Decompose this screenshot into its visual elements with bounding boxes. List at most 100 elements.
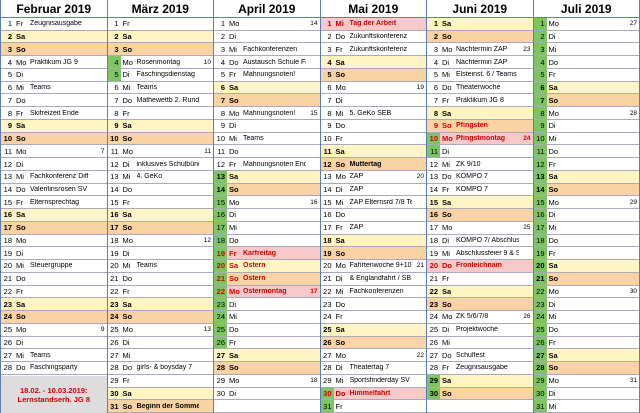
day-number: 21	[429, 274, 438, 284]
day-number: 26	[533, 336, 547, 349]
weekday: Sa	[122, 299, 132, 309]
day-number: 26	[429, 337, 438, 347]
weekday: Do	[548, 325, 559, 335]
day-number: 6	[433, 83, 438, 93]
day-number: 21	[110, 274, 119, 284]
event-note: Rosenmontag	[136, 58, 181, 66]
weekday: Mo	[335, 172, 346, 182]
day-row: 7 Di	[320, 94, 426, 108]
day-number: 15	[214, 196, 227, 209]
day-number: 13	[429, 172, 438, 182]
day-row: 8 Mo 28	[533, 107, 639, 120]
day-number: 21	[214, 272, 227, 285]
day-row: 11 Di	[427, 145, 533, 159]
day-row	[427, 400, 533, 413]
day-row: 26 Fr	[533, 336, 639, 350]
day-row: 16 Sa	[107, 209, 213, 222]
day-row: 15 Sa	[427, 196, 533, 210]
week-number: 27	[629, 20, 637, 28]
day-number: 4	[220, 57, 225, 67]
day-row: 13 Sa	[533, 170, 639, 184]
day-number: 21	[323, 274, 332, 284]
weekday: So	[229, 363, 239, 373]
day-number: 23	[429, 299, 438, 309]
day-number: 9	[533, 119, 547, 132]
day-number: 5	[533, 68, 547, 81]
weekday: Fr	[122, 286, 130, 296]
day-number: 13	[323, 172, 332, 182]
weekday: So	[548, 274, 559, 284]
event-note: Mahnungsnoten Ende	[243, 160, 306, 168]
day-row: 17 Fr ZAP	[320, 222, 426, 235]
day-row: 1 Fr	[107, 18, 213, 31]
day-row: 21 Do	[107, 273, 213, 286]
day-row: 27 Mi	[107, 349, 213, 363]
day-row: 22 Sa	[427, 285, 533, 299]
day-row: 2 Sa	[107, 30, 213, 44]
weekday: Do	[122, 274, 133, 284]
weekday: Di	[442, 325, 450, 335]
day-row: 10 Fr	[320, 133, 426, 146]
weekday: So	[548, 95, 559, 105]
weekday: Di	[16, 70, 24, 80]
weekday: Mi	[122, 83, 131, 93]
weekday: Mo	[548, 286, 559, 296]
day-row: 26 So	[320, 336, 426, 350]
day-number: 11	[4, 146, 12, 156]
weekday: Sa	[335, 325, 345, 335]
weekday: Mo	[548, 19, 559, 29]
day-row: 11 Mo 7	[1, 145, 107, 159]
weekday: Sa	[229, 261, 239, 271]
weekday: Di	[442, 235, 450, 245]
event-note: Mahnungsnoten!	[243, 109, 296, 117]
day-number: 19	[429, 248, 438, 258]
weekday: Fr	[335, 312, 343, 322]
event-note: Elsteinst. 6 / Teams	[456, 71, 517, 79]
weekday: Fr	[229, 159, 237, 169]
day-number: 18	[214, 234, 227, 247]
day-number: 24	[214, 311, 227, 323]
day-row: 9 So Pfingsten	[427, 119, 533, 133]
event-note: Nachtermin ZAP	[456, 58, 508, 66]
day-number: 20	[533, 260, 547, 272]
day-row: 3 Mi	[533, 43, 639, 57]
day-number: 16	[429, 210, 438, 220]
day-row: 6 Sa	[214, 81, 320, 95]
day-row: 25 Do	[214, 323, 320, 337]
day-row: 25 Mo 9	[1, 324, 107, 337]
weekday: Mo	[335, 261, 346, 271]
weekday: Fr	[442, 95, 450, 105]
weekday: Mo	[548, 197, 559, 207]
week-number: 28	[629, 109, 637, 117]
day-row: 24 Mi	[533, 311, 639, 324]
event-note: Projektwoche	[456, 326, 499, 334]
weekday: Di	[548, 32, 556, 42]
weekday: Mo	[122, 57, 133, 67]
day-row: 11 Do	[214, 145, 320, 159]
event-note: Ostern	[243, 275, 266, 283]
day-number: 23	[214, 298, 227, 311]
event-note: ZAP	[349, 186, 364, 193]
day-number: 7	[533, 94, 547, 107]
week-number: 17	[310, 287, 318, 295]
day-row: 18 Mo	[1, 235, 107, 248]
day-row: 17 Mi	[533, 221, 639, 235]
day-row: 4 Di Nachtermin ZAP	[427, 56, 533, 69]
weekday: Fr	[122, 197, 130, 207]
day-row: 14 Do	[107, 184, 213, 197]
weekday: Sa	[548, 350, 558, 360]
day-row: 3 Fr Zukunftskonferenz	[320, 43, 426, 57]
weekday: Sa	[442, 376, 452, 386]
event-note: Sportsfinderday SV	[349, 377, 410, 385]
weekday: Do	[442, 350, 452, 360]
day-number: 25	[323, 325, 332, 335]
day-number: 20	[323, 261, 332, 271]
day-row: 7 Do	[1, 94, 107, 108]
weekday: Sa	[122, 121, 132, 131]
weekday: Di	[229, 210, 237, 220]
day-number: 8	[533, 107, 547, 119]
weekday: Sa	[229, 350, 239, 360]
